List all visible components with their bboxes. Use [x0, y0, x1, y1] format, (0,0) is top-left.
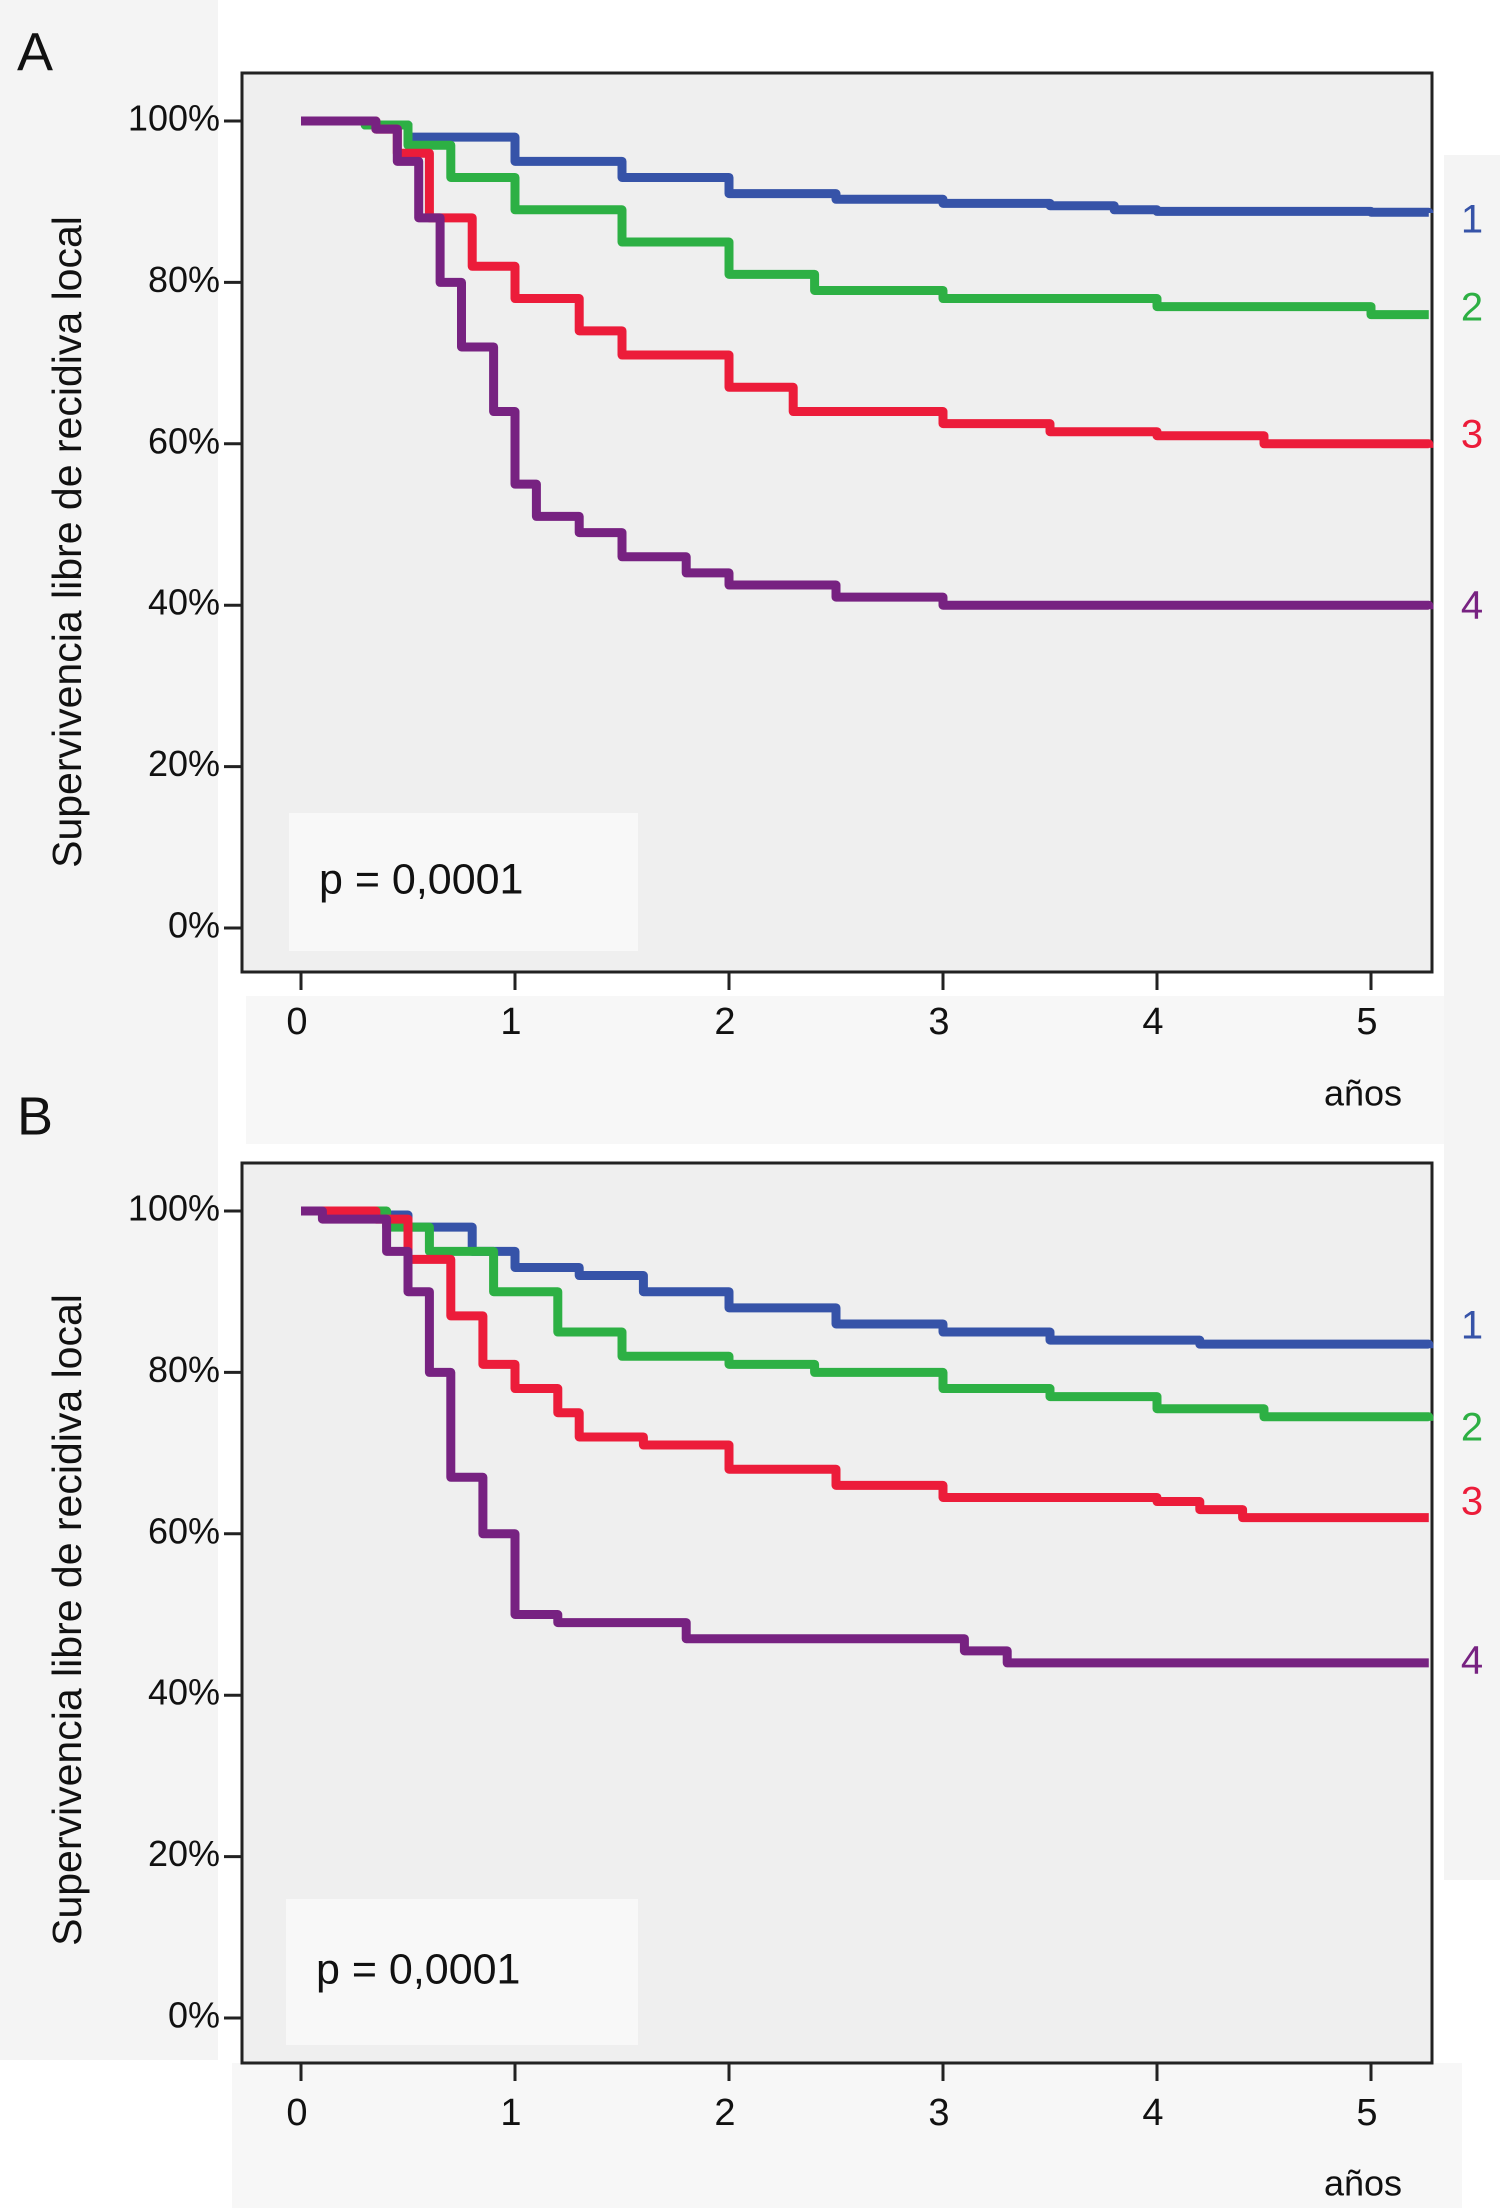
y-axis-label: Supervivencia libre de recidiva local	[44, 1294, 90, 1946]
x-tick-label: 5	[1356, 2092, 1377, 2134]
x-tick-label: 1	[500, 1001, 521, 1043]
y-tick-label: 60%	[148, 420, 220, 461]
x-tick-label: 0	[286, 1001, 307, 1043]
y-tick-label: 20%	[148, 1833, 220, 1874]
left-background	[0, 0, 218, 2060]
curve-label-1: 1	[1461, 1304, 1483, 1348]
curve-label-2: 2	[1461, 286, 1483, 330]
y-tick-label: 100%	[128, 1188, 220, 1229]
curve-label-2: 2	[1461, 1406, 1483, 1450]
x-tick-label: 2	[714, 1001, 735, 1043]
x-axis-background	[232, 2063, 1462, 2208]
x-axis-label: años	[1324, 1073, 1402, 1114]
p-value-box	[289, 813, 638, 951]
p-value-annotation: p = 0,0001	[316, 1945, 520, 1993]
y-tick-label: 20%	[148, 743, 220, 784]
panel-label: B	[17, 1086, 53, 1146]
x-tick-label: 0	[286, 2092, 307, 2134]
x-axis-background	[246, 996, 1444, 1144]
x-tick-label: 1	[500, 2092, 521, 2134]
y-tick-label: 40%	[148, 582, 220, 623]
y-tick-label: 40%	[148, 1672, 220, 1713]
panel-label: A	[17, 22, 53, 82]
x-tick-label: 3	[928, 1001, 949, 1043]
curve-label-1: 1	[1461, 198, 1483, 242]
survival-curve-4	[301, 1206, 1429, 1668]
right-background	[1444, 155, 1500, 1880]
survival-curve-3	[301, 1206, 1429, 1523]
survival-curve-2	[301, 116, 1429, 320]
x-axis-label: años	[1324, 2163, 1402, 2204]
chart-panel-a: Ap = 0,0001 0% 20% 40% 60% 80% 100% Supervivenc…	[17, 22, 1483, 1144]
curve-label-4: 4	[1461, 1639, 1483, 1683]
p-value-annotation: p = 0,0001	[319, 855, 523, 903]
x-tick-label: 4	[1142, 1001, 1163, 1043]
curve-label-3: 3	[1461, 1480, 1483, 1524]
x-tick-label: 5	[1356, 1001, 1377, 1043]
y-tick-label: 0%	[168, 905, 220, 946]
x-tick-label: 3	[928, 2092, 949, 2134]
chart-panel-b: Bp = 0,0001 0% 20% 40% 60% 80% 100% Supervivenc…	[17, 1086, 1483, 2208]
y-tick-label: 60%	[148, 1510, 220, 1551]
x-tick-label: 4	[1142, 2092, 1163, 2134]
survival-curve-3	[301, 116, 1434, 449]
y-tick-label: 80%	[148, 1349, 220, 1390]
x-tick-label: 2	[714, 2092, 735, 2134]
curve-label-4: 4	[1461, 584, 1483, 628]
y-tick-label: 0%	[168, 1995, 220, 2036]
survival-curve-4	[301, 116, 1434, 610]
y-tick-label: 100%	[128, 98, 220, 139]
survival-curve-2	[301, 1206, 1434, 1422]
y-tick-label: 80%	[148, 259, 220, 300]
y-axis-label: Supervivencia libre de recidiva local	[44, 216, 90, 868]
curve-label-3: 3	[1461, 413, 1483, 457]
p-value-box	[286, 1899, 638, 2045]
